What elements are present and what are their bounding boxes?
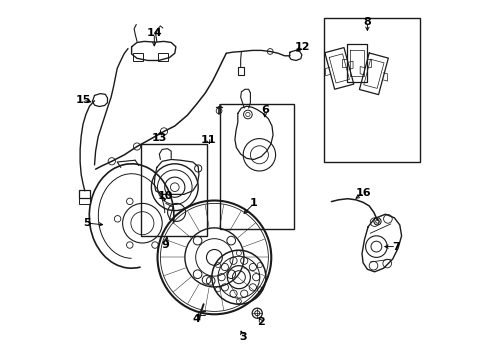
- Text: 15: 15: [75, 95, 91, 105]
- Bar: [141, 144, 207, 236]
- Text: 6: 6: [261, 105, 269, 115]
- Text: 4: 4: [193, 314, 200, 324]
- Text: 7: 7: [392, 242, 400, 252]
- Text: 1: 1: [250, 198, 258, 208]
- Text: 10: 10: [157, 191, 173, 201]
- Bar: [220, 104, 294, 229]
- Bar: [157, 53, 168, 61]
- Bar: [324, 18, 419, 162]
- Bar: [79, 190, 90, 198]
- Text: 5: 5: [83, 218, 91, 228]
- Text: 3: 3: [240, 332, 247, 342]
- Text: 2: 2: [257, 317, 265, 327]
- Text: 9: 9: [162, 240, 170, 250]
- Bar: [133, 53, 144, 61]
- Bar: [79, 198, 90, 204]
- Text: 13: 13: [151, 132, 167, 143]
- Bar: [238, 67, 244, 75]
- Text: 11: 11: [200, 135, 216, 145]
- Text: 12: 12: [295, 42, 310, 52]
- Text: 14: 14: [147, 28, 162, 38]
- Text: 8: 8: [364, 17, 371, 27]
- Text: 16: 16: [356, 188, 371, 198]
